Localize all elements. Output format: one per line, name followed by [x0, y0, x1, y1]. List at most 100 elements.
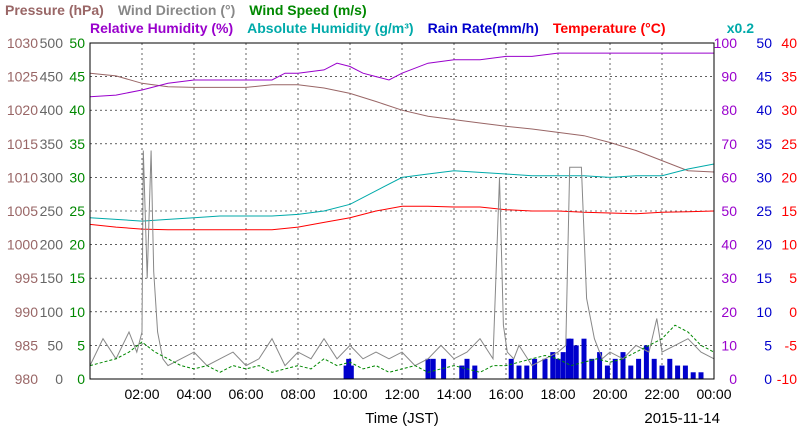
rain-bar — [532, 358, 538, 379]
rain-rate-tick-label: 35 — [756, 136, 772, 152]
multiplier-label: x0.2 — [727, 20, 754, 36]
date-label: 2015-11-14 — [644, 410, 720, 427]
wind-direction-tick-label: 150 — [40, 270, 64, 286]
temperature-tick-label: -10 — [777, 371, 797, 387]
wind-direction-tick-label: 400 — [40, 102, 64, 118]
rain-bar — [698, 372, 704, 379]
rain-bar — [581, 338, 587, 379]
humidity-tick-label: 80 — [721, 102, 737, 118]
plot-area — [89, 52, 715, 379]
pressure-tick-label: 990 — [15, 304, 39, 320]
pressure-tick-label: 1005 — [7, 203, 38, 219]
x-tick-label: 12:00 — [384, 386, 419, 402]
wind-speed-tick-label: 25 — [69, 203, 85, 219]
pressure-tick-label: 1020 — [7, 102, 38, 118]
humidity-tick-label: 0 — [729, 371, 737, 387]
wind-direction-tick-label: 450 — [40, 69, 64, 85]
rain-bar — [555, 358, 561, 379]
humidity-tick-label: 60 — [721, 169, 737, 185]
rain-bar — [690, 372, 696, 379]
rain-bar — [550, 352, 556, 379]
humidity-tick-label: 40 — [721, 237, 737, 253]
rain-bar — [346, 358, 352, 379]
temperature-tick-label: 40 — [781, 35, 797, 51]
rain-rate-tick-label: 30 — [756, 169, 772, 185]
rain-bar — [628, 365, 634, 379]
absolute-humidity-g-m-line — [89, 163, 715, 222]
temperature-tick-label: 35 — [781, 69, 797, 85]
rain-bar — [620, 352, 626, 379]
rain-rate-tick-label: 20 — [756, 237, 772, 253]
legend-item: Relative Humidity (%) — [90, 20, 233, 36]
temperature-tick-label: 20 — [781, 169, 797, 185]
rain-rate-tick-label: 15 — [756, 270, 772, 286]
rain-bar — [348, 365, 354, 379]
rain-rate-tick-label: 5 — [764, 337, 772, 353]
rain-bar — [343, 365, 349, 379]
temperature-tick-label: 25 — [781, 136, 797, 152]
temperature-tick-label: 15 — [781, 203, 797, 219]
temperature-tick-label: 30 — [781, 102, 797, 118]
rain-rate-tick-label: 40 — [756, 102, 772, 118]
pressure-tick-label: 1000 — [7, 237, 38, 253]
rain-bar — [643, 345, 649, 379]
wind-direction-tick-label: 500 — [40, 35, 64, 51]
legend-item: Wind Speed (m/s) — [249, 2, 366, 18]
rain-bar — [568, 338, 574, 379]
x-tick-label: 18:00 — [540, 386, 575, 402]
wind-speed-tick-label: 50 — [69, 35, 85, 51]
x-axis-label: Time (JST) — [365, 410, 439, 427]
wind-direction-tick-label: 0 — [55, 371, 63, 387]
rain-bar — [651, 358, 657, 379]
wind-speed-tick-label: 45 — [69, 69, 85, 85]
legend-item: Wind Direction (°) — [118, 2, 235, 18]
humidity-tick-label: 20 — [721, 304, 737, 320]
humidity-tick-label: 10 — [721, 337, 737, 353]
rain-bar — [667, 358, 673, 379]
wind-speed-tick-label: 20 — [69, 237, 85, 253]
wind-direction-tick-label: 300 — [40, 169, 64, 185]
wind-speed-tick-label: 35 — [69, 136, 85, 152]
legend-item: Pressure (hPa) — [5, 2, 104, 18]
pressure-hpa-line — [89, 72, 715, 173]
pressure-tick-label: 980 — [15, 371, 39, 387]
temperature-tick-label: 10 — [781, 237, 797, 253]
rain-bar — [682, 365, 688, 379]
temperature-tick-label: 0 — [789, 304, 797, 320]
rain-bar — [573, 345, 579, 379]
x-tick-label: 20:00 — [592, 386, 627, 402]
temperature-tick-label: 5 — [789, 270, 797, 286]
legend-item: Temperature (°C) — [553, 20, 666, 36]
rain-bar — [659, 365, 665, 379]
wind-speed-tick-label: 15 — [69, 270, 85, 286]
rain-bar — [597, 352, 603, 379]
rain-bar — [508, 358, 514, 379]
wind-speed-m-s-line — [89, 324, 715, 373]
plot-frame — [89, 42, 715, 380]
wind-speed-tick-label: 40 — [69, 102, 85, 118]
rain-bar — [604, 365, 610, 379]
x-tick-label: 14:00 — [436, 386, 471, 402]
rain-rate-tick-label: 10 — [756, 304, 772, 320]
rain-bar — [472, 365, 478, 379]
pressure-tick-label: 985 — [15, 337, 39, 353]
rain-bar — [542, 358, 548, 379]
humidity-tick-label: 100 — [714, 35, 738, 51]
pressure-tick-label: 1030 — [7, 35, 38, 51]
rain-bar — [524, 365, 530, 379]
legend: Pressure (hPa) Wind Direction (°) Wind Spe… — [5, 2, 754, 36]
temperature-c-line — [89, 205, 715, 231]
rain-bar — [516, 365, 522, 379]
wind-speed-tick-label: 5 — [77, 337, 85, 353]
rain-rate-tick-label: 0 — [764, 371, 772, 387]
wind-direction-tick-label: 350 — [40, 136, 64, 152]
rain-rate-tick-label: 50 — [756, 35, 772, 51]
rain-bar — [612, 358, 618, 379]
x-tick-label: 08:00 — [280, 386, 315, 402]
humidity-tick-label: 50 — [721, 203, 737, 219]
x-tick-label: 10:00 — [332, 386, 367, 402]
x-tick-label: 16:00 — [488, 386, 523, 402]
pressure-tick-label: 1015 — [7, 136, 38, 152]
rain-bar — [565, 338, 571, 379]
rain-rate-tick-label: 25 — [756, 203, 772, 219]
